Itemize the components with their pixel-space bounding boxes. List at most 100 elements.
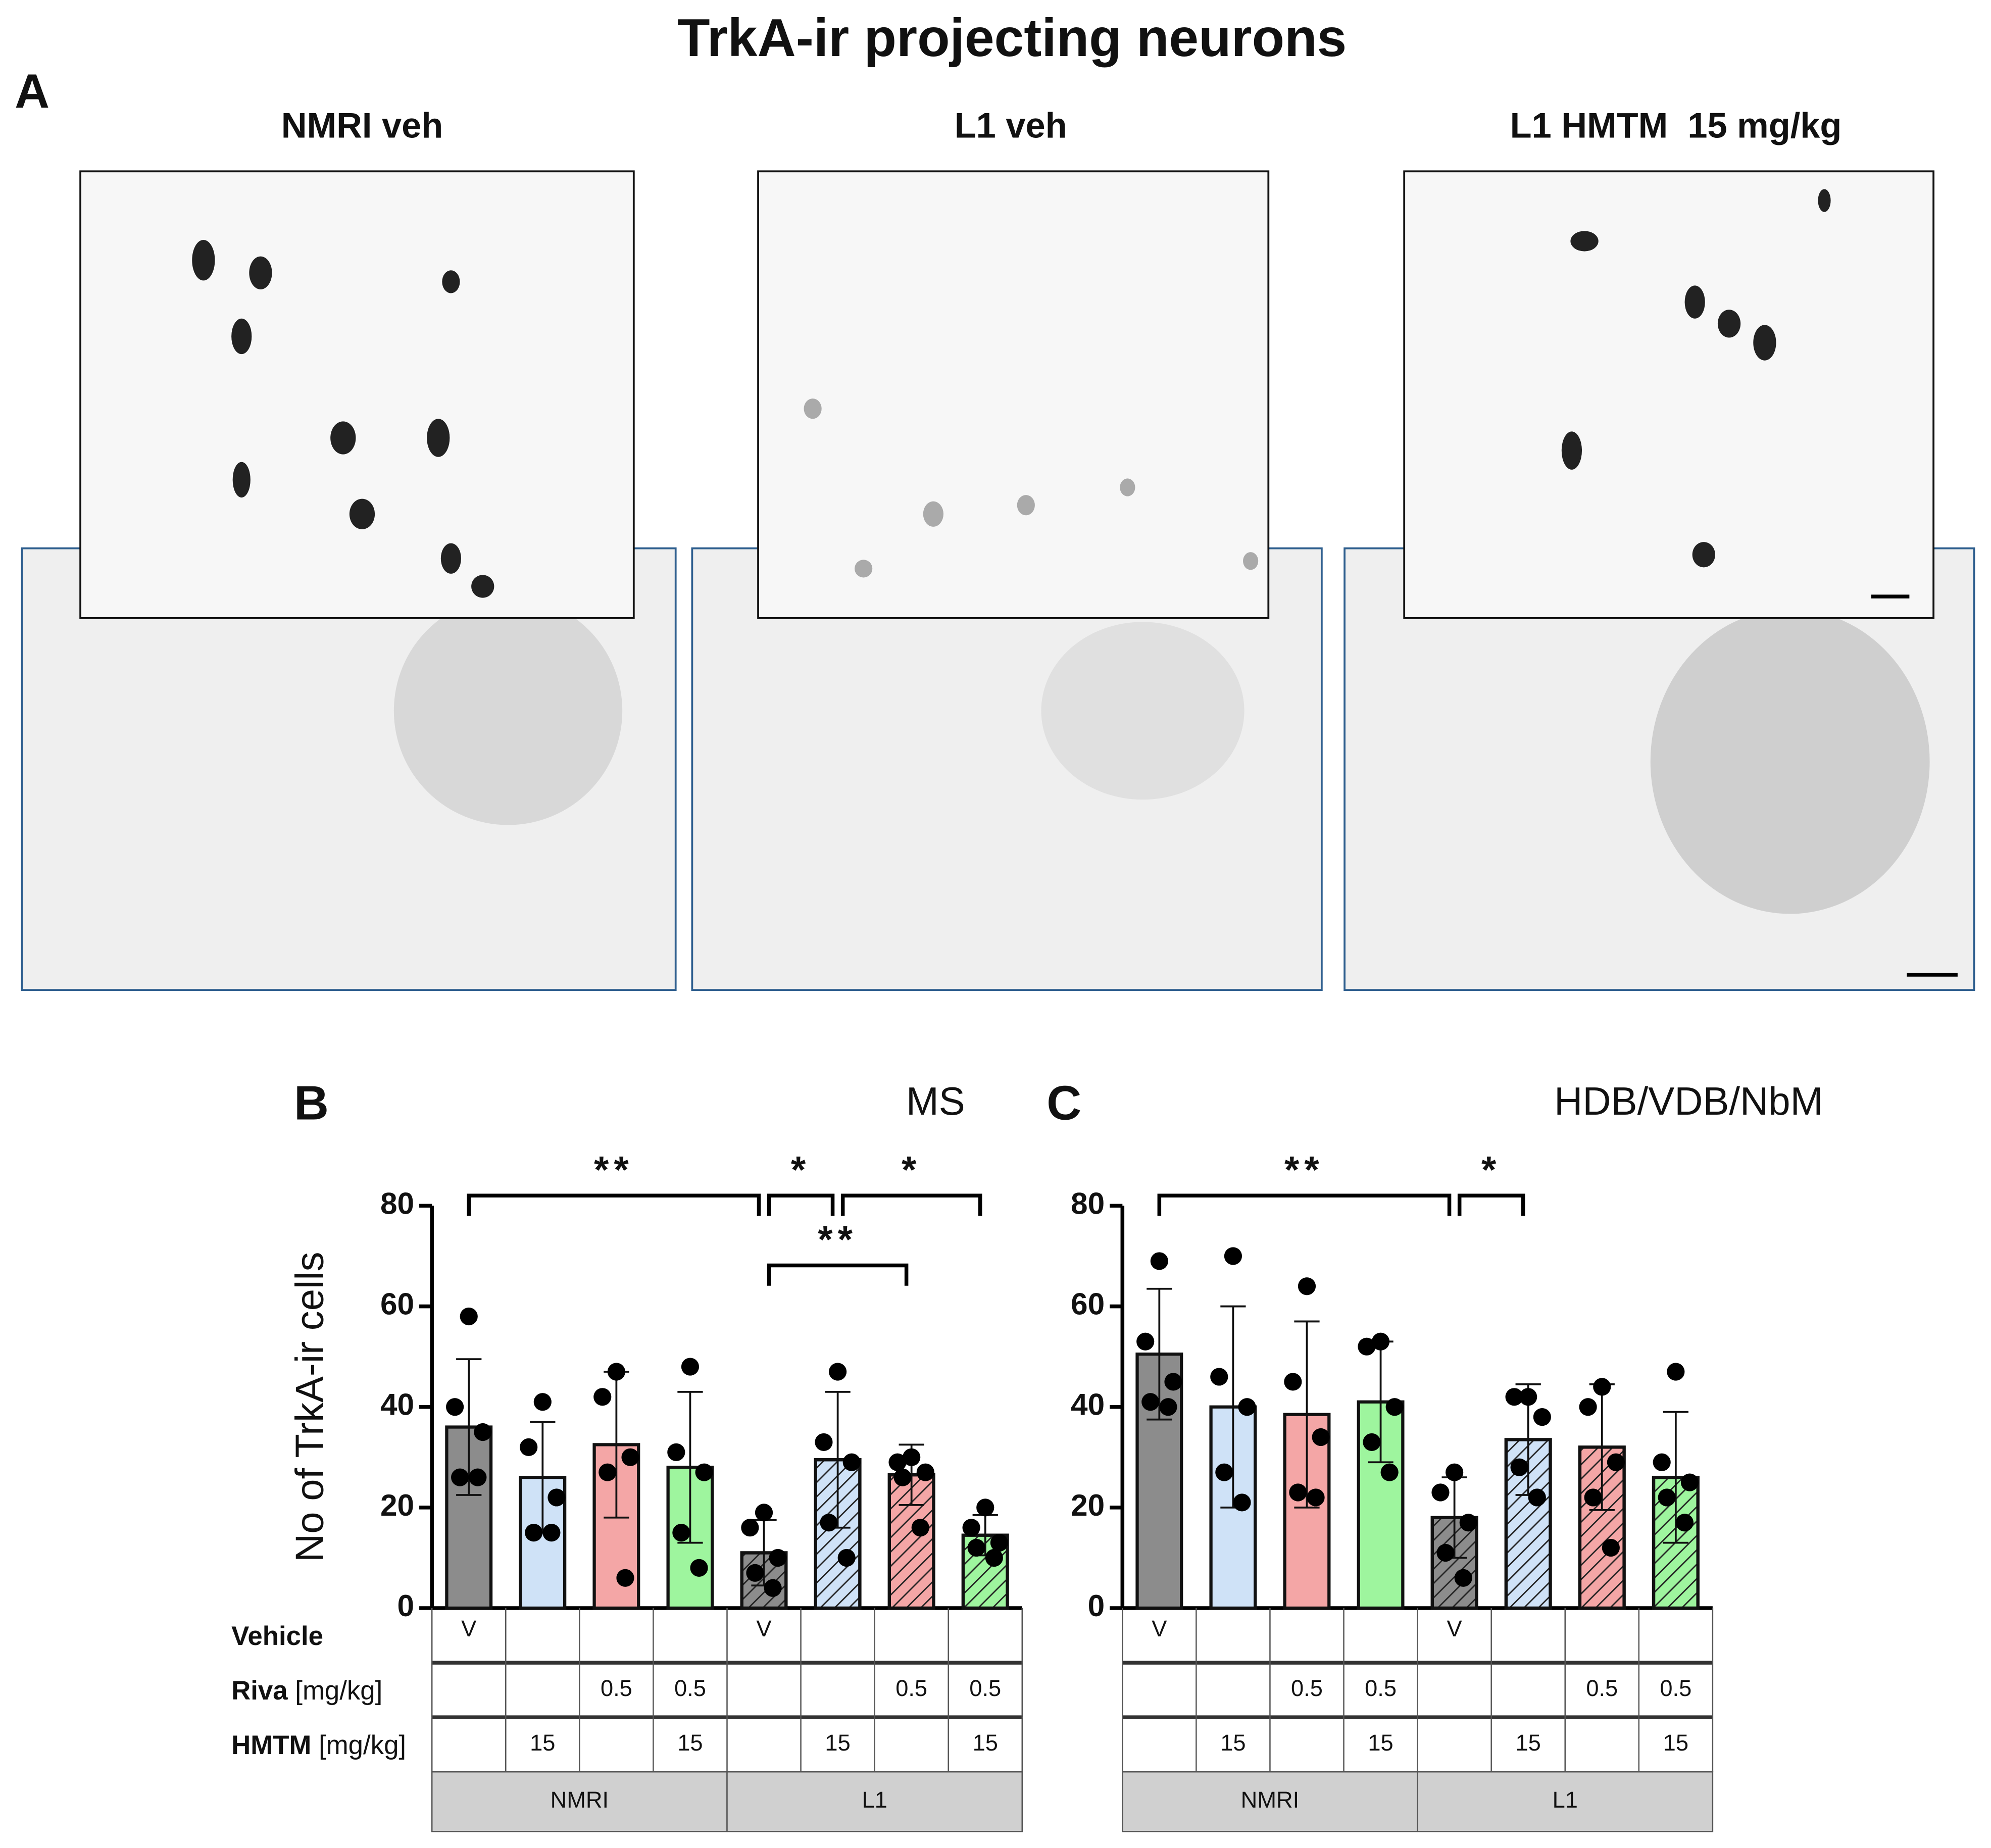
- table-cell: 15: [677, 1730, 703, 1756]
- panel-letter: B: [294, 1077, 329, 1130]
- group-cell: [1122, 1771, 1418, 1832]
- data-point: [985, 1549, 1003, 1567]
- image-label: L1 veh: [955, 105, 1067, 145]
- significance-label: **: [594, 1148, 634, 1191]
- data-point: [1141, 1393, 1160, 1411]
- table-cell: 0.5: [601, 1675, 632, 1701]
- table-row-label: HMTM [mg/kg]: [231, 1730, 406, 1760]
- data-point: [1667, 1363, 1685, 1381]
- table-cell: 15: [1368, 1730, 1393, 1756]
- data-point: [746, 1564, 764, 1582]
- data-point: [1579, 1398, 1597, 1416]
- significance-bracket: [767, 1193, 835, 1216]
- data-point: [911, 1519, 929, 1537]
- data-point: [1459, 1514, 1477, 1532]
- micrograph-inset: [1403, 170, 1935, 619]
- data-point: [1653, 1453, 1671, 1471]
- data-point: [1680, 1473, 1699, 1491]
- data-point: [903, 1448, 921, 1466]
- table-cell: V: [1152, 1616, 1167, 1641]
- neurons: [804, 398, 1259, 578]
- data-point: [1385, 1398, 1404, 1416]
- data-point: [1150, 1252, 1168, 1270]
- data-point: [1505, 1388, 1523, 1406]
- data-point: [542, 1524, 561, 1542]
- data-point: [599, 1463, 617, 1481]
- data-point: [621, 1448, 639, 1466]
- chart-title: HDB/VDB/NbM: [1554, 1079, 1823, 1123]
- significance-label: *: [902, 1148, 921, 1191]
- table-row-label: Vehicle: [231, 1621, 323, 1651]
- table-cell: 0.5: [1660, 1675, 1691, 1701]
- y-tick-label: 60: [1071, 1286, 1105, 1321]
- table-cell: 0.5: [895, 1675, 927, 1701]
- significance-label: **: [818, 1218, 858, 1261]
- y-tick-label: 40: [380, 1387, 414, 1422]
- tissue-shading: [1650, 609, 1930, 914]
- row-label-unit: [mg/kg]: [295, 1676, 382, 1706]
- micrographs: [21, 170, 1975, 991]
- data-point: [967, 1538, 985, 1557]
- data-point: [1533, 1408, 1551, 1426]
- significance-label: *: [791, 1148, 811, 1191]
- data-point: [1584, 1488, 1602, 1507]
- data-point: [990, 1533, 1008, 1552]
- data-point: [1136, 1332, 1155, 1351]
- group-cell: [431, 1771, 728, 1832]
- data-point: [460, 1307, 478, 1326]
- table-cell: 0.5: [674, 1675, 706, 1701]
- error-bar: [1147, 1287, 1172, 1421]
- y-axis-label: No of TrkA-ir cells: [287, 1252, 332, 1562]
- data-point: [1454, 1569, 1472, 1587]
- y-tick-label: 60: [380, 1286, 414, 1321]
- data-point: [1371, 1332, 1390, 1351]
- significance-label: *: [1481, 1148, 1501, 1191]
- data-point: [962, 1519, 980, 1537]
- y-tick-label: 80: [1071, 1186, 1105, 1220]
- data-point: [1436, 1543, 1455, 1562]
- error-bar: [677, 1390, 703, 1544]
- table-cell: 15: [1516, 1730, 1541, 1756]
- chart-title: MS: [906, 1079, 965, 1123]
- data-point: [1298, 1277, 1316, 1295]
- data-point: [1593, 1378, 1611, 1396]
- data-point: [1380, 1463, 1399, 1481]
- data-point: [451, 1468, 469, 1486]
- y-tick-label: 20: [380, 1488, 414, 1522]
- data-point: [695, 1463, 713, 1481]
- data-point: [1675, 1514, 1694, 1532]
- data-point: [607, 1363, 625, 1381]
- data-point: [764, 1579, 782, 1597]
- data-point: [829, 1363, 847, 1381]
- significance-bracket: [767, 1263, 909, 1286]
- row-label-name: Riva: [231, 1676, 288, 1706]
- table-cell: 15: [973, 1730, 998, 1756]
- data-point: [815, 1433, 833, 1452]
- error-bar: [456, 1358, 482, 1496]
- data-point: [1519, 1388, 1537, 1406]
- neurons: [192, 239, 494, 598]
- data-point: [1358, 1337, 1376, 1356]
- data-point: [820, 1514, 838, 1532]
- data-point: [1289, 1483, 1307, 1502]
- group-label: NMRI: [1241, 1787, 1300, 1813]
- data-point: [616, 1569, 634, 1587]
- row-label-name: HMTM: [231, 1730, 311, 1760]
- data-point: [755, 1504, 773, 1522]
- table-cell: V: [756, 1616, 771, 1641]
- data-point: [1431, 1483, 1450, 1502]
- significance-label: **: [1284, 1148, 1324, 1191]
- data-point: [1224, 1247, 1242, 1265]
- data-point: [1602, 1538, 1620, 1557]
- data-point: [690, 1559, 708, 1577]
- data-point: [1284, 1373, 1302, 1391]
- data-point: [837, 1549, 856, 1567]
- error-bar: [1294, 1320, 1320, 1509]
- data-point: [547, 1488, 566, 1507]
- data-point: [681, 1358, 700, 1376]
- data-point: [1528, 1488, 1546, 1507]
- y-tick-label: 80: [380, 1186, 414, 1220]
- panel-letter: A: [15, 65, 49, 119]
- data-point: [1307, 1488, 1325, 1507]
- data-point: [741, 1519, 759, 1537]
